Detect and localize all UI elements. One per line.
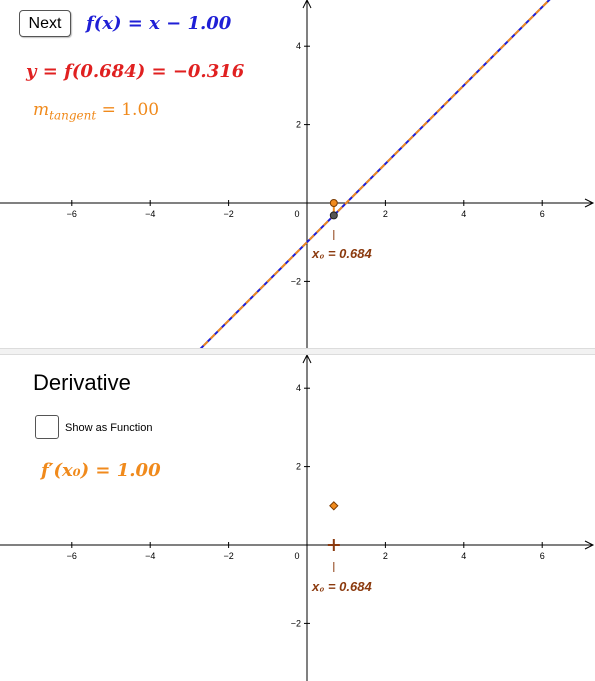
x-tick-label: −6 [67,551,77,561]
pane-divider[interactable] [0,348,595,355]
y-axis-arrow [302,0,312,9]
top-curves [199,0,551,348]
x-tick-label: 6 [540,551,545,561]
function-curve [199,0,551,348]
x0-label-bottom: x₀ = 0.684 [311,579,372,594]
tangent-slope-label: mtangent = 1.00 [33,100,159,122]
y-tick-label: 4 [296,383,301,393]
bottom-point-marks [327,501,340,572]
top-axes [0,0,595,348]
function-value-label: y = f(0.684) = −0.316 [26,61,245,82]
x-axis-arrow [584,540,595,550]
x-tick-label: 2 [383,551,388,561]
next-button[interactable]: Next [19,10,71,37]
y-tick-label: −2 [291,276,301,286]
x-tick-label: 0 [294,209,299,219]
x-tick-label: −2 [223,209,233,219]
y-tick-label: 4 [296,41,301,51]
y-axis-arrow [302,355,312,364]
bottom-graph-canvas[interactable]: −6 −4 −2 0 2 4 6 4 2 −2 x₀ = 0.684 [0,355,595,681]
x-tick-label: 4 [461,551,466,561]
bottom-tick-labels: −6 −4 −2 0 2 4 6 4 2 −2 [67,383,545,628]
x-tick-label: 0 [294,551,299,561]
y-tick-label: 2 [296,120,301,130]
x-axis-arrow [584,198,595,208]
x-tick-label: 4 [461,209,466,219]
y-tick-label: 2 [296,462,301,472]
top-tick-labels: −6 −4 −2 0 2 4 6 4 2 −2 [67,41,545,286]
top-graph-canvas[interactable]: −6 −4 −2 0 2 4 6 4 2 −2 x₀ = 0.684 [0,0,595,348]
show-as-function-checkbox[interactable] [35,415,59,439]
x-tick-label: 2 [383,209,388,219]
y-tick-label: −2 [291,618,301,628]
graph-view-top[interactable]: −6 −4 −2 0 2 4 6 4 2 −2 x₀ = 0.684 Next f(x) = x … [0,0,595,348]
x-tick-label: −6 [67,209,77,219]
tangent-slope-value: = 1.00 [96,100,160,120]
tangent-slope-symbol: m [33,100,50,120]
x-tick-label: 6 [540,209,545,219]
graph-view-bottom[interactable]: −6 −4 −2 0 2 4 6 4 2 −2 x₀ = 0.684 [0,355,595,681]
show-as-function-label: Show as Function [65,422,153,434]
x0-label: x₀ = 0.684 [311,246,372,261]
derivative-point [329,501,339,511]
x-tick-label: −2 [223,551,233,561]
function-label: f(x) = x − 1.00 [86,13,232,34]
top-point-marks[interactable] [329,199,338,241]
tangent-line [199,0,551,348]
bottom-axes [0,355,595,681]
function-point [329,211,338,220]
x-tick-label: −4 [145,551,155,561]
tangent-slope-subscript: tangent [49,108,97,123]
derivative-heading: Derivative [33,370,131,395]
x0-slider-point [329,199,338,207]
x-tick-label: −4 [145,209,155,219]
derivative-label: f′(x₀) = 1.00 [41,460,161,481]
